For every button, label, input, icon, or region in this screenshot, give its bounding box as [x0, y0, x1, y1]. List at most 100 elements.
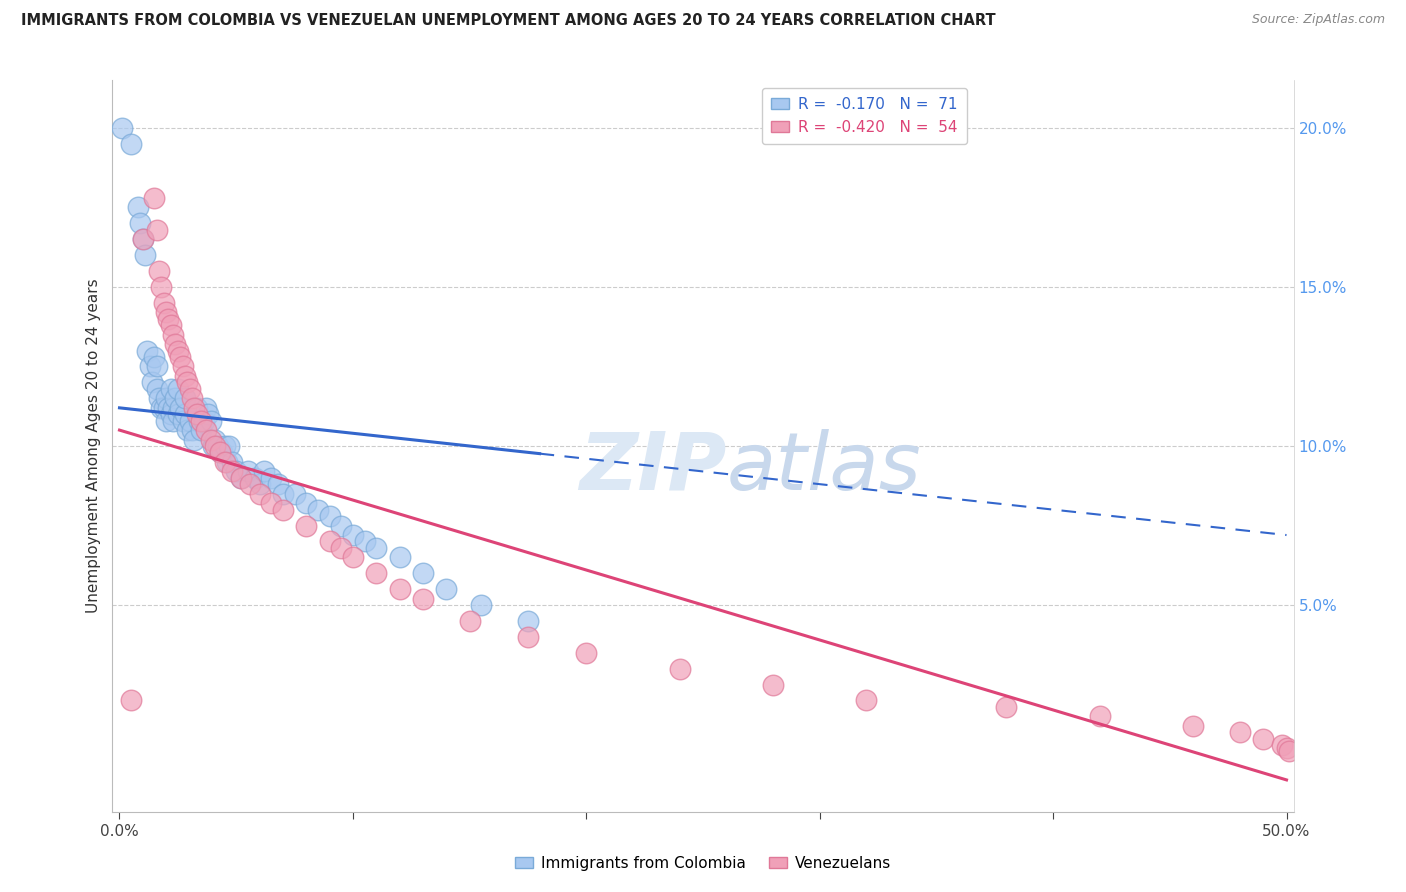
Point: [148, 392, 170, 406]
Point: [271, 486, 294, 500]
Point: [225, 465, 247, 479]
Point: [1182, 719, 1205, 733]
Point: [132, 232, 155, 246]
Point: [208, 445, 231, 459]
Point: [166, 343, 188, 358]
Point: [136, 343, 159, 358]
Point: [194, 423, 217, 437]
Point: [132, 232, 155, 246]
Point: [366, 566, 388, 581]
Point: [179, 413, 201, 427]
Point: [229, 471, 252, 485]
Text: Source: ZipAtlas.com: Source: ZipAtlas.com: [1251, 13, 1385, 27]
Point: [236, 465, 259, 479]
Point: [1278, 744, 1301, 758]
Point: [172, 413, 194, 427]
Point: [295, 518, 318, 533]
Point: [165, 337, 187, 351]
Point: [179, 382, 201, 396]
Point: [229, 471, 252, 485]
Point: [111, 120, 134, 135]
Point: [200, 413, 222, 427]
Text: IMMIGRANTS FROM COLOMBIA VS VENEZUELAN UNEMPLOYMENT AMONG AGES 20 TO 24 YEARS CO: IMMIGRANTS FROM COLOMBIA VS VENEZUELAN U…: [21, 13, 995, 29]
Point: [187, 413, 209, 427]
Point: [307, 502, 329, 516]
Point: [218, 439, 240, 453]
Point: [211, 445, 233, 459]
Point: [180, 423, 202, 437]
Point: [162, 327, 184, 342]
Point: [173, 369, 195, 384]
Point: [169, 350, 191, 364]
Point: [146, 223, 169, 237]
Point: [146, 382, 169, 396]
Point: [412, 591, 434, 606]
Point: [516, 614, 538, 628]
Point: [197, 407, 219, 421]
Point: [165, 392, 187, 406]
Point: [330, 518, 353, 533]
Point: [1275, 741, 1298, 756]
Point: [193, 413, 215, 427]
Point: [176, 423, 198, 437]
Point: [157, 401, 180, 415]
Point: [166, 407, 188, 421]
Point: [342, 528, 364, 542]
Point: [668, 662, 690, 676]
Point: [470, 598, 492, 612]
Point: [260, 471, 283, 485]
Point: [260, 496, 283, 510]
Point: [180, 392, 202, 406]
Point: [249, 486, 271, 500]
Point: [160, 318, 183, 333]
Point: [160, 407, 183, 421]
Point: [186, 401, 208, 415]
Point: [353, 534, 375, 549]
Point: [214, 439, 236, 453]
Point: [330, 541, 353, 555]
Point: [150, 280, 173, 294]
Point: [855, 693, 877, 707]
Y-axis label: Unemployment Among Ages 20 to 24 years: Unemployment Among Ages 20 to 24 years: [86, 278, 101, 614]
Point: [190, 423, 212, 437]
Point: [176, 376, 198, 390]
Point: [155, 305, 177, 319]
Point: [162, 413, 184, 427]
Point: [318, 534, 340, 549]
Point: [995, 699, 1018, 714]
Point: [183, 401, 205, 415]
Point: [194, 401, 217, 415]
Point: [162, 401, 184, 415]
Point: [221, 465, 243, 479]
Point: [318, 508, 340, 523]
Point: [173, 392, 195, 406]
Point: [134, 248, 156, 262]
Point: [575, 646, 598, 660]
Point: [157, 311, 180, 326]
Point: [762, 677, 785, 691]
Point: [267, 477, 290, 491]
Point: [458, 614, 481, 628]
Point: [120, 693, 142, 707]
Point: [169, 401, 191, 415]
Point: [166, 382, 188, 396]
Point: [1251, 731, 1274, 746]
Point: [186, 407, 208, 421]
Point: [155, 392, 177, 406]
Point: [183, 433, 205, 447]
Text: ZIP: ZIP: [579, 429, 727, 507]
Point: [201, 439, 224, 453]
Point: [434, 582, 457, 596]
Point: [516, 630, 538, 644]
Point: [204, 439, 226, 453]
Point: [150, 401, 173, 415]
Point: [249, 477, 271, 491]
Point: [208, 445, 231, 459]
Point: [1229, 725, 1251, 739]
Point: [243, 471, 266, 485]
Point: [146, 359, 169, 374]
Point: [160, 382, 183, 396]
Point: [271, 502, 294, 516]
Text: atlas: atlas: [727, 429, 921, 507]
Point: [190, 413, 212, 427]
